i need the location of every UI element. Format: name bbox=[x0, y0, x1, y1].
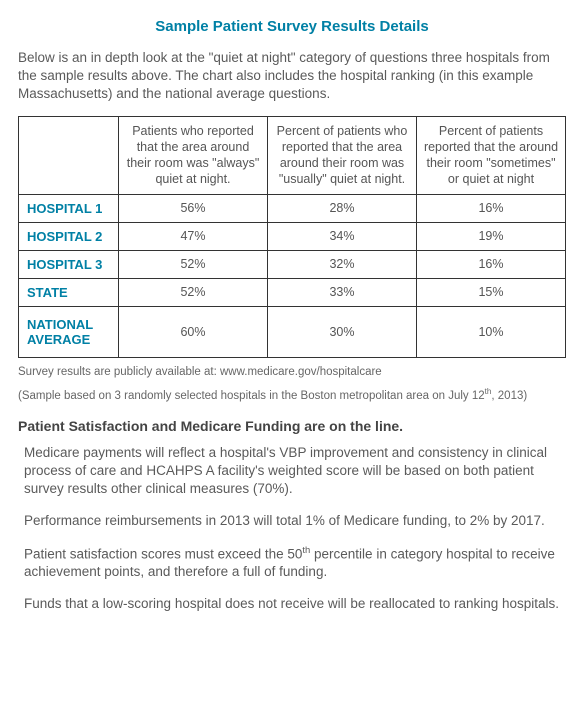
cell-value: 10% bbox=[417, 306, 566, 357]
intro-paragraph: Below is an in depth look at the "quiet … bbox=[18, 49, 566, 104]
footnote-sample: (Sample based on 3 randomly selected hos… bbox=[18, 386, 566, 404]
table-header-row: Patients who reported that the area arou… bbox=[19, 116, 566, 194]
cell-value: 16% bbox=[417, 250, 566, 278]
row-label-hospital-1: HOSPITAL 1 bbox=[19, 194, 119, 222]
table-row: HOSPITAL 2 47% 34% 19% bbox=[19, 222, 566, 250]
para3-pre: Patient satisfaction scores must exceed … bbox=[24, 546, 302, 561]
table-header-usually: Percent of patients who reported that th… bbox=[268, 116, 417, 194]
table-row: HOSPITAL 3 52% 32% 16% bbox=[19, 250, 566, 278]
table-header-always: Patients who reported that the area arou… bbox=[119, 116, 268, 194]
table-row: NATIONAL AVERAGE 60% 30% 10% bbox=[19, 306, 566, 357]
row-label-state: STATE bbox=[19, 278, 119, 306]
cell-value: 28% bbox=[268, 194, 417, 222]
table-row: STATE 52% 33% 15% bbox=[19, 278, 566, 306]
section-subheading: Patient Satisfaction and Medicare Fundin… bbox=[18, 418, 566, 434]
body-paragraph: Medicare payments will reflect a hospita… bbox=[18, 444, 566, 499]
cell-value: 30% bbox=[268, 306, 417, 357]
cell-value: 33% bbox=[268, 278, 417, 306]
cell-value: 16% bbox=[417, 194, 566, 222]
cell-value: 52% bbox=[119, 250, 268, 278]
row-label-national: NATIONAL AVERAGE bbox=[19, 306, 119, 357]
cell-value: 32% bbox=[268, 250, 417, 278]
body-paragraph: Patient satisfaction scores must exceed … bbox=[18, 545, 566, 582]
cell-value: 19% bbox=[417, 222, 566, 250]
row-label-hospital-3: HOSPITAL 3 bbox=[19, 250, 119, 278]
cell-value: 60% bbox=[119, 306, 268, 357]
cell-value: 47% bbox=[119, 222, 268, 250]
survey-results-table: Patients who reported that the area arou… bbox=[18, 116, 566, 358]
cell-value: 34% bbox=[268, 222, 417, 250]
footnote-sample-post: , 2013) bbox=[491, 390, 527, 402]
row-label-hospital-2: HOSPITAL 2 bbox=[19, 222, 119, 250]
body-paragraph: Performance reimbursements in 2013 will … bbox=[18, 512, 566, 530]
page-title: Sample Patient Survey Results Details bbox=[18, 18, 566, 35]
table-header-sometimes: Percent of patients reported that the ar… bbox=[417, 116, 566, 194]
cell-value: 56% bbox=[119, 194, 268, 222]
cell-value: 15% bbox=[417, 278, 566, 306]
table-header-blank bbox=[19, 116, 119, 194]
body-paragraph: Funds that a low-scoring hospital does n… bbox=[18, 595, 566, 613]
table-row: HOSPITAL 1 56% 28% 16% bbox=[19, 194, 566, 222]
footnote-source: Survey results are publicly available at… bbox=[18, 364, 566, 380]
footnote-sample-pre: (Sample based on 3 randomly selected hos… bbox=[18, 390, 485, 402]
cell-value: 52% bbox=[119, 278, 268, 306]
